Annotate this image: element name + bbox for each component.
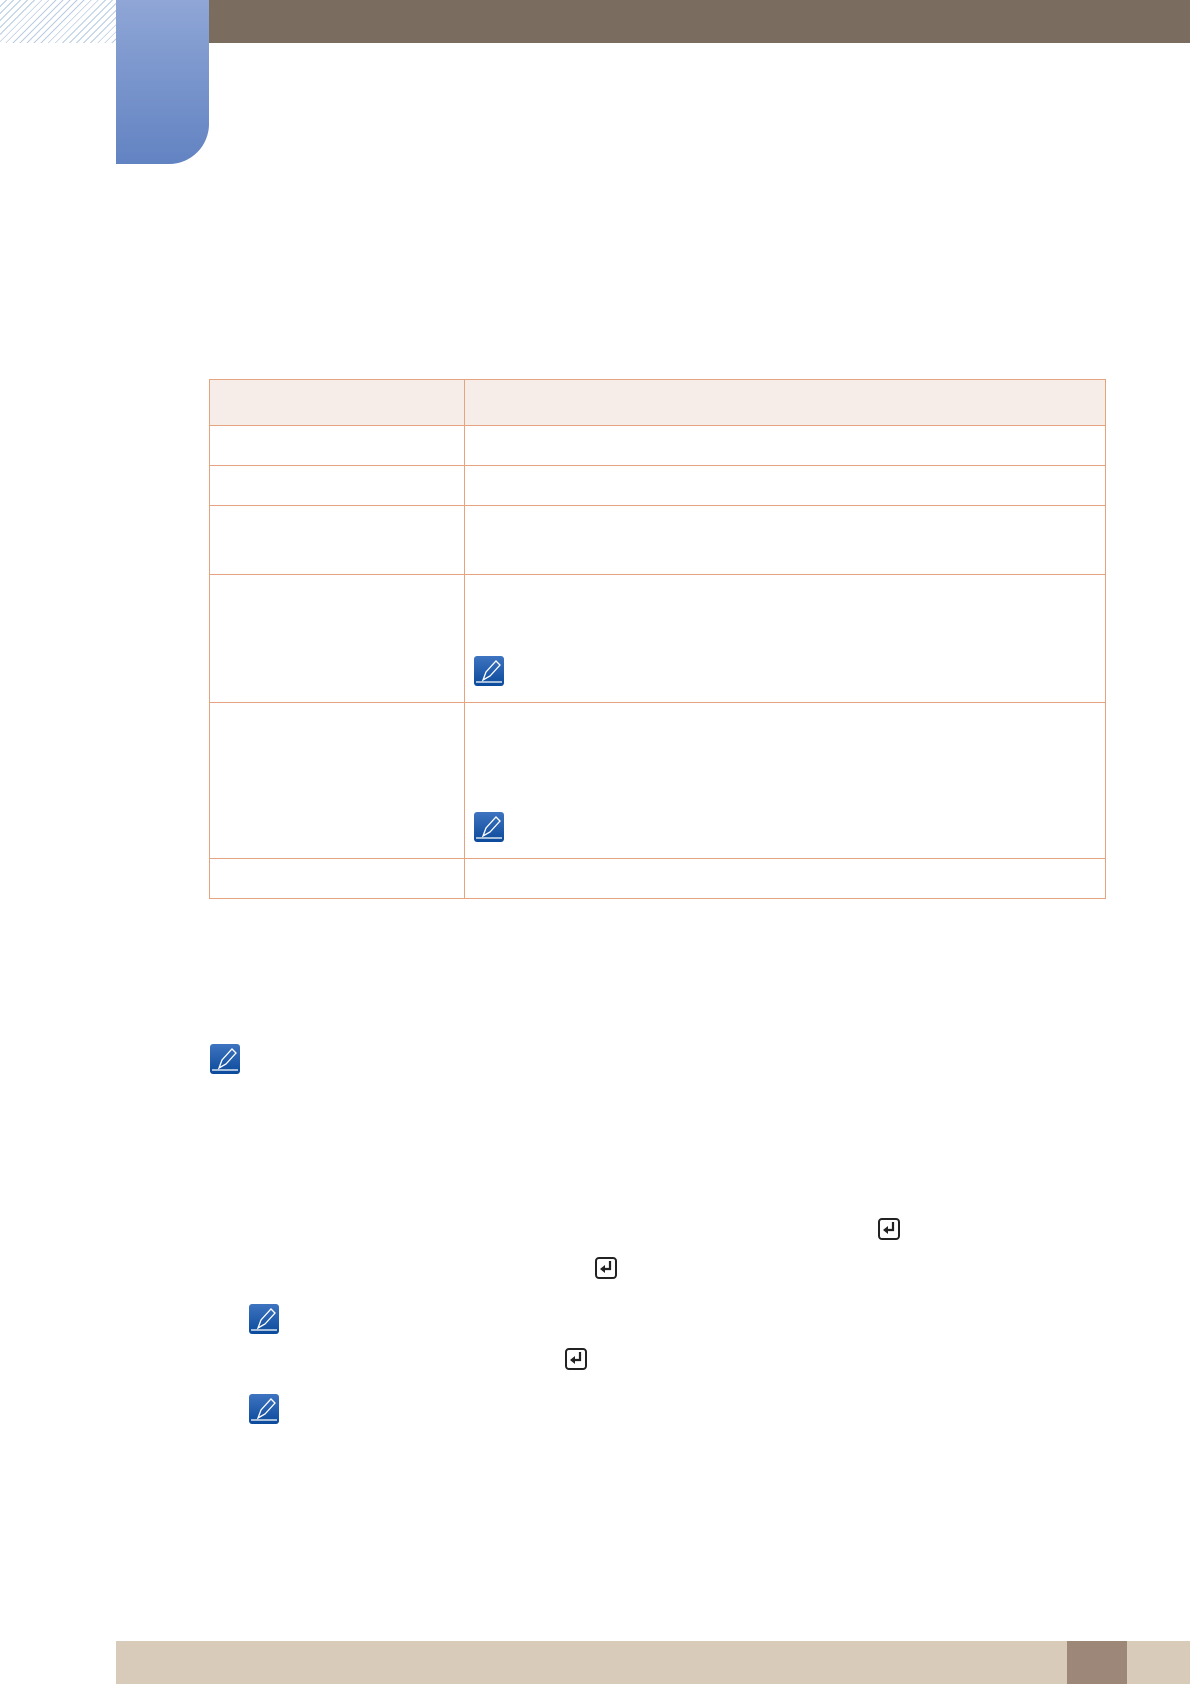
table-row	[209, 858, 1106, 899]
enter-key-icon	[565, 1348, 587, 1370]
table-cell	[464, 425, 1106, 466]
table-header-row	[209, 379, 1106, 426]
table-cell	[209, 858, 465, 899]
note-pencil-icon	[249, 1304, 279, 1334]
table-cell	[209, 702, 465, 859]
table-cell	[209, 505, 465, 575]
footer-bar	[116, 1641, 1190, 1684]
table-cell	[209, 465, 465, 506]
table-row	[209, 505, 1106, 575]
enter-key-icon	[878, 1218, 900, 1240]
header-bar	[209, 0, 1190, 43]
table-cell	[464, 702, 1106, 859]
note-pencil-icon	[474, 812, 504, 842]
page-number-box	[1067, 1641, 1127, 1684]
enter-key-icon	[595, 1257, 617, 1279]
table-cell	[464, 858, 1106, 899]
spec-table	[209, 379, 1106, 899]
chapter-tab	[116, 0, 209, 164]
table-cell	[464, 505, 1106, 575]
note-pencil-icon	[249, 1394, 279, 1424]
table-cell	[209, 574, 465, 703]
table-row	[209, 702, 1106, 859]
note-pencil-icon	[474, 656, 504, 686]
note-pencil-icon	[210, 1044, 240, 1074]
table-row	[209, 465, 1106, 506]
decorative-hatch	[0, 0, 116, 43]
table-row	[209, 425, 1106, 466]
table-cell	[464, 465, 1106, 506]
table-cell	[209, 425, 465, 466]
table-row	[209, 574, 1106, 703]
table-cell	[464, 574, 1106, 703]
table-header-cell	[209, 379, 465, 426]
table-header-cell	[464, 379, 1106, 426]
